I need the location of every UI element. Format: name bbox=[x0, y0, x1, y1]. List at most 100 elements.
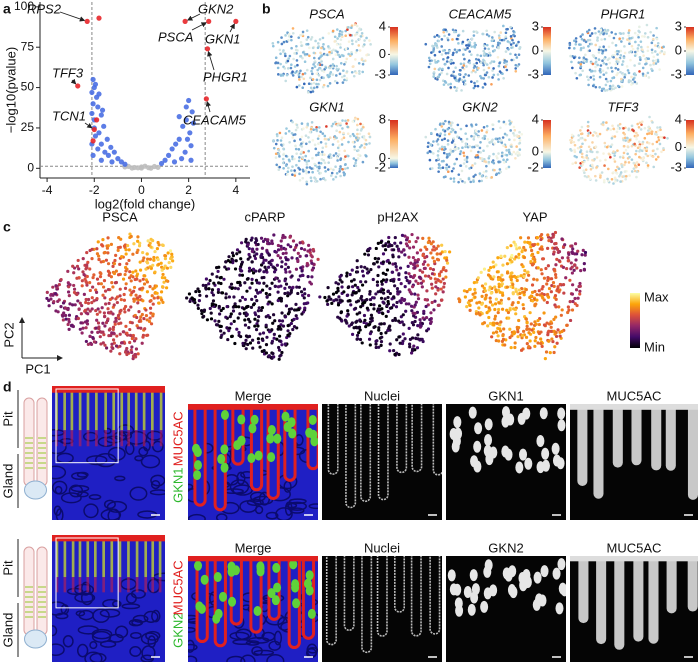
cell-dot bbox=[500, 307, 505, 311]
cell-dot bbox=[260, 288, 265, 292]
cell-dot bbox=[459, 62, 463, 66]
cell-dot bbox=[463, 181, 467, 184]
cell-dot bbox=[649, 63, 652, 67]
cell-dot bbox=[436, 59, 440, 63]
cell-dot bbox=[89, 342, 94, 346]
cell-dot bbox=[255, 252, 259, 256]
cell-dot bbox=[512, 150, 516, 154]
cell-dot bbox=[253, 311, 257, 315]
cell-dot bbox=[501, 263, 505, 267]
cell-dot bbox=[585, 75, 589, 79]
cell-dot bbox=[509, 278, 513, 282]
cell-cluster bbox=[145, 630, 161, 641]
cell-dot bbox=[574, 42, 578, 46]
cell-dot bbox=[636, 47, 640, 50]
cell-dot bbox=[157, 301, 161, 305]
cell-dot bbox=[310, 69, 313, 73]
cell-cluster bbox=[77, 625, 100, 635]
y-tick-label: 0 bbox=[27, 160, 34, 174]
cell-dot bbox=[517, 288, 522, 292]
cell-dot bbox=[67, 313, 72, 317]
cell-dot bbox=[278, 334, 282, 338]
point bbox=[178, 156, 185, 162]
cell-dot bbox=[356, 285, 360, 290]
cell-dot bbox=[353, 148, 357, 151]
cell-dot bbox=[601, 59, 604, 63]
cell-dot bbox=[467, 74, 471, 77]
cell-dot bbox=[360, 32, 364, 35]
crypt-base bbox=[55, 577, 59, 593]
cell-dot bbox=[508, 119, 511, 123]
colorbar-tick-label: -2 bbox=[527, 159, 539, 174]
cell-dot bbox=[205, 318, 210, 322]
cell-cluster bbox=[248, 636, 270, 644]
cell-dot bbox=[100, 243, 104, 247]
cell-dot bbox=[438, 50, 441, 54]
cell-dot bbox=[215, 275, 219, 279]
cell-dot bbox=[282, 40, 286, 44]
cell-dot bbox=[310, 268, 314, 272]
cell-dot bbox=[474, 70, 477, 74]
cell-dot bbox=[438, 252, 443, 256]
cell-dot bbox=[319, 161, 323, 165]
cell-dot bbox=[474, 123, 478, 126]
cell-dot bbox=[211, 302, 215, 307]
cell-dot bbox=[482, 68, 486, 72]
crypt bbox=[95, 390, 98, 431]
cell-dot bbox=[229, 282, 234, 286]
positive-cell bbox=[248, 423, 257, 434]
pca-cloud bbox=[45, 232, 175, 361]
cell-dot bbox=[438, 73, 442, 76]
cell-dot bbox=[666, 137, 669, 140]
cell-dot bbox=[85, 250, 89, 255]
cell-dot bbox=[606, 179, 610, 183]
cell-dot bbox=[120, 255, 124, 259]
cell-dot bbox=[248, 320, 252, 324]
cell-dot bbox=[210, 290, 214, 295]
cell-dot bbox=[549, 236, 553, 240]
cell-dot bbox=[485, 33, 489, 36]
cell-dot bbox=[162, 280, 166, 284]
cell-dot bbox=[477, 306, 481, 310]
cell-dot bbox=[236, 316, 240, 320]
cell-dot bbox=[594, 85, 598, 89]
cell-dot bbox=[312, 128, 315, 132]
cell-dot bbox=[468, 303, 472, 307]
pit bbox=[631, 404, 642, 466]
cell-dot bbox=[291, 157, 294, 161]
cell-dot bbox=[504, 122, 508, 126]
cell-dot bbox=[495, 172, 499, 176]
cell-dot bbox=[416, 333, 420, 337]
positive-cell bbox=[303, 578, 312, 589]
cell-dot bbox=[339, 46, 342, 49]
cell-dot bbox=[637, 35, 640, 39]
cell-dot bbox=[401, 313, 405, 317]
cell-dot bbox=[365, 267, 369, 271]
cell-cluster bbox=[141, 645, 156, 661]
cell-dot bbox=[651, 121, 654, 124]
cell-dot bbox=[646, 45, 650, 49]
positive-cell bbox=[455, 604, 464, 617]
cell-dot bbox=[429, 143, 433, 147]
cell-dot bbox=[146, 257, 150, 261]
cell-dot bbox=[412, 344, 416, 348]
cell-dot bbox=[638, 155, 641, 159]
cell-dot bbox=[492, 265, 496, 269]
cell-dot bbox=[646, 164, 650, 167]
cell-dot bbox=[495, 156, 499, 160]
cell-dot bbox=[528, 311, 532, 315]
cell-cluster bbox=[150, 480, 161, 490]
cell-dot bbox=[407, 255, 411, 259]
cell-dot bbox=[269, 262, 273, 267]
cell-dot bbox=[591, 166, 595, 170]
cell-dot bbox=[510, 275, 514, 279]
cell-dot bbox=[450, 121, 454, 125]
cell-dot bbox=[345, 77, 349, 80]
cell-dot bbox=[510, 58, 513, 62]
cell-dot bbox=[547, 238, 551, 243]
cell-dot bbox=[454, 66, 457, 69]
cell-dot bbox=[388, 342, 392, 346]
cell-dot bbox=[274, 250, 278, 254]
cell-dot bbox=[506, 310, 511, 315]
cell-dot bbox=[456, 123, 460, 127]
